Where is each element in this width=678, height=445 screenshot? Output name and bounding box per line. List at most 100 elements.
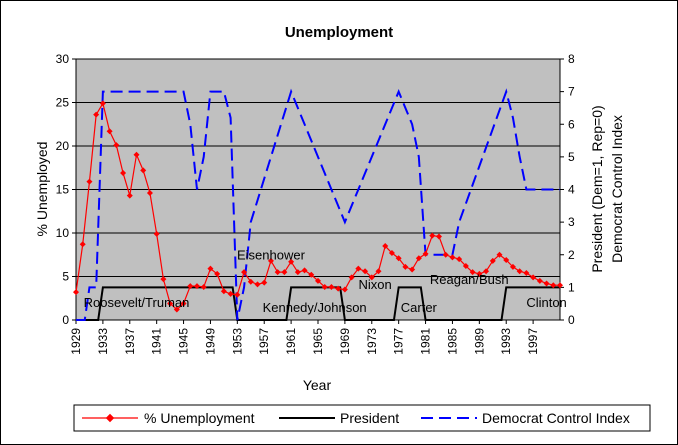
x-tick-label: 1973 [365,328,379,355]
unemployment-point [79,241,86,248]
y2-tick-label: 1 [568,280,575,294]
unemployment-point [456,256,463,263]
unemployment-point [274,269,281,276]
unemployment-point [160,276,167,283]
series-line-democrat-control-index [76,88,560,321]
unemployment-point [106,128,113,135]
unemployment-point [536,277,543,284]
unemployment-point [415,255,422,262]
unemployment-point [261,279,268,286]
x-tick-label: 1945 [177,328,191,355]
y2-tick-label: 7 [568,85,575,99]
unemployment-point [382,243,389,250]
unemployment-point [234,291,241,298]
y-tick-label: 30 [56,52,70,66]
legend-marker-unemployment [105,413,115,423]
unemployment-point [355,265,362,272]
unemployment-point [483,268,490,275]
president-annotation: Roosevelt/Truman [84,295,190,310]
x-tick-label: 1981 [419,328,433,355]
unemployment-point [496,251,503,258]
y-tick-label: 0 [62,313,69,327]
unemployment-point [173,306,180,313]
y-tick-label: 20 [56,139,70,153]
unemployment-point [153,230,160,237]
legend-label-president: President [340,410,399,426]
unemployment-point [321,283,328,290]
president-annotation: Carter [401,300,438,315]
unemployment-point [187,283,194,290]
unemployment-point [73,289,79,296]
y2-tick-label: 4 [568,183,575,197]
president-annotation: Clinton [526,295,566,310]
unemployment-point [543,280,550,287]
x-tick-label: 1993 [499,328,513,355]
unemployment-point [523,270,530,277]
unemployment-point [247,278,254,285]
x-tick-label: 1977 [392,328,406,355]
unemployment-point [550,282,557,289]
unemployment-point [254,281,261,288]
unemployment-point [167,300,174,307]
unemployment-point [442,251,449,258]
unemployment-point [341,286,348,293]
unemployment-point [368,274,375,281]
unemployment-point [308,271,315,278]
unemployment-point [288,258,295,265]
x-tick-label: 1953 [230,328,244,355]
chart-title: Unemployment [285,24,393,41]
x-tick-label: 1949 [203,328,217,355]
y-tick-label: 5 [62,270,69,284]
president-annotation: Nixon [359,277,392,292]
unemployment-point [422,250,429,257]
unemployment-point [294,269,301,276]
x-tick-label: 1997 [526,328,540,355]
x-tick-label: 1961 [284,328,298,355]
y2-axis-title-line1: President (Dem=1, Rep=0) [589,105,605,272]
y2-tick-label: 0 [568,313,575,327]
legend-label-unemployment: % Unemployment [144,410,255,426]
unemployment-point [436,233,442,240]
x-tick-label: 1957 [257,328,271,355]
unemployment-point [227,290,234,297]
y-tick-label: 25 [56,96,70,110]
unemployment-point [113,142,120,149]
y2-tick-label: 2 [568,248,575,262]
x-tick-label: 1933 [96,328,110,355]
x-tick-label: 1989 [472,328,486,355]
unemployment-point [402,263,409,270]
unemployment-point [469,269,476,276]
unemployment-point [86,178,93,185]
y2-tick-label: 3 [568,215,575,229]
unemployment-point [315,277,321,284]
unemployment-point [146,189,153,196]
unemployment-point [489,257,496,264]
unemployment-point [388,250,395,257]
unemployment-point [509,263,516,270]
unemployment-point [200,283,207,290]
unemployment-point [503,256,510,263]
plot-area: 0 5 10 15 20 25 30 0 1 2 3 4 5 6 7 8 1929 1933 1937 1941 194… [56,52,575,355]
unemployment-point [241,269,248,276]
y2-axis-title-line2: Democrat Control Index [609,115,625,263]
unemployment-point [180,300,187,307]
x-tick-label: 1941 [150,328,164,355]
x-axis-title: Year [303,377,332,393]
unemployment-point [516,268,523,275]
legend-label-dci: Democrat Control Index [482,410,630,426]
unemployment-point [93,111,100,118]
y-axis-title: % Unemployed [34,142,50,237]
unemployment-point [220,288,227,295]
unemployment-point [429,232,436,239]
y-tick-label: 10 [56,226,70,240]
unemployment-point [395,255,402,262]
x-tick-label: 1929 [69,328,83,355]
legend-box [73,404,651,432]
unemployment-point [362,268,369,275]
unemployment-point [194,283,200,290]
legend: % Unemployment President Democrat Contro… [73,404,651,432]
x-tick-label: 1965 [311,328,325,355]
x-tick-label: 1985 [445,328,459,355]
unemployment-point [462,263,469,270]
